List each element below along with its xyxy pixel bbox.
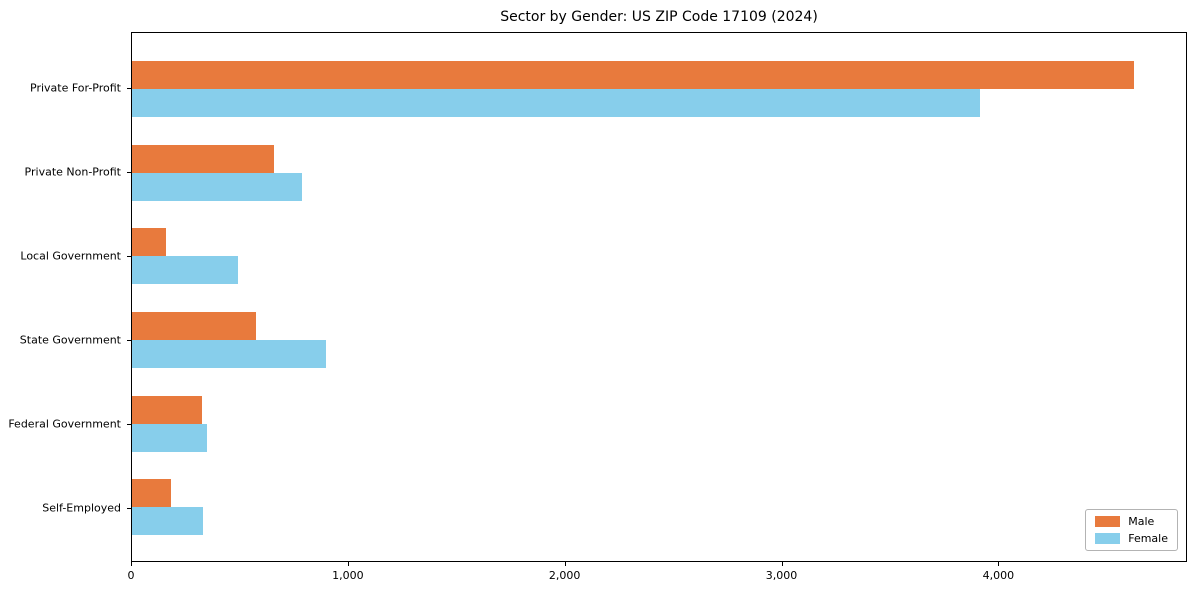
- legend-entry-female: Female: [1095, 533, 1168, 544]
- bar-male-1: [132, 144, 274, 173]
- x-tick-label: 0: [127, 569, 135, 582]
- y-tick-mark: [127, 255, 131, 257]
- bar-female-3: [132, 339, 326, 368]
- x-axis: 0 1,000 2,000 3,000 4,000: [127, 562, 1187, 594]
- bar-group-4: [132, 382, 1186, 466]
- bar-male-4: [132, 395, 203, 424]
- x-tick-mark: [347, 562, 349, 566]
- bar-female-2: [132, 256, 239, 285]
- y-tick-mark: [127, 171, 131, 173]
- x-tick-mark: [131, 562, 132, 566]
- x-tick-label: 3,000: [765, 569, 798, 582]
- legend-swatch-male: [1095, 516, 1121, 527]
- legend-swatch-female: [1095, 533, 1121, 544]
- y-tick-label: State Government: [19, 333, 121, 347]
- bar-female-0: [132, 88, 981, 117]
- bar-female-1: [132, 172, 302, 201]
- y-tick-label: Local Government: [20, 249, 121, 263]
- bar-female-5: [132, 507, 204, 536]
- bar-female-4: [132, 423, 207, 452]
- bar-group-5: [132, 465, 1186, 549]
- x-tick-mark: [781, 562, 783, 566]
- legend-label: Female: [1128, 532, 1168, 545]
- legend-label: Male: [1128, 515, 1155, 528]
- bars-container: [132, 47, 1186, 549]
- x-tick-label: 2,000: [548, 569, 581, 582]
- y-axis: Private For-Profit Private Non-Profit Loca…: [0, 32, 131, 562]
- chart-title: Sector by Gender: US ZIP Code 17109 (202…: [500, 9, 818, 25]
- legend: Male Female: [1085, 509, 1178, 551]
- legend-entry-male: Male: [1095, 516, 1168, 527]
- x-tick-mark: [564, 562, 566, 566]
- plot-area: Male Female: [131, 32, 1187, 562]
- x-tick-label: 4,000: [982, 569, 1015, 582]
- x-tick-mark: [998, 562, 1000, 566]
- y-tick-label: Self-Employed: [42, 501, 121, 515]
- bar-group-3: [132, 298, 1186, 382]
- bar-male-5: [132, 479, 171, 508]
- y-tick-mark: [127, 507, 131, 509]
- y-tick-label: Private For-Profit: [30, 81, 121, 95]
- bar-male-2: [132, 228, 166, 257]
- y-tick-mark: [127, 339, 131, 341]
- y-tick-label: Federal Government: [8, 417, 121, 431]
- y-tick-mark: [127, 87, 131, 89]
- bar-male-0: [132, 60, 1135, 89]
- bar-group-1: [132, 131, 1186, 215]
- bar-group-0: [132, 47, 1186, 131]
- x-tick-label: 1,000: [332, 569, 364, 582]
- y-tick-label: Private Non-Profit: [24, 165, 121, 179]
- bar-male-3: [132, 311, 257, 340]
- y-tick-mark: [127, 423, 131, 425]
- bar-group-2: [132, 214, 1186, 298]
